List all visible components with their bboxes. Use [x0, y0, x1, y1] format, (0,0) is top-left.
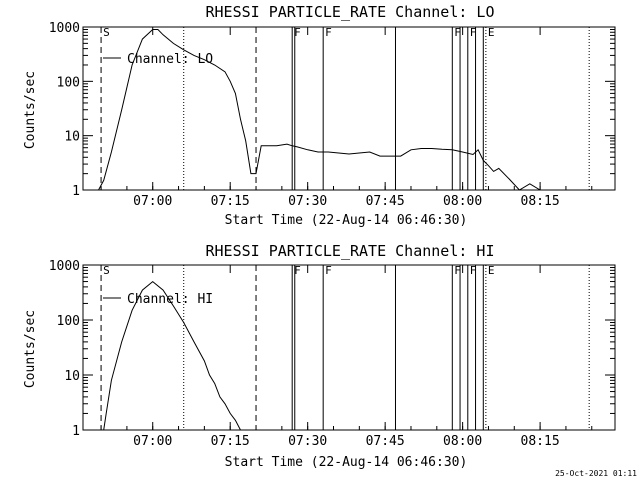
- y-tick-label: 1: [72, 424, 80, 439]
- x-tick-label: 07:15: [211, 434, 250, 449]
- flag-label: F: [325, 264, 332, 277]
- chart-title: RHESSI PARTICLE_RATE Channel: HI: [206, 242, 495, 260]
- vertical-lines: [100, 265, 590, 430]
- x-tick-label: 07:00: [133, 194, 172, 209]
- flag-label: F: [470, 264, 477, 277]
- panel-hi: RHESSI PARTICLE_RATE Channel: HI Counts/…: [23, 242, 616, 470]
- plot-frame: [82, 264, 616, 431]
- y-tick-label: 1000: [49, 259, 80, 274]
- x-axis-label: Start Time (22-Aug-14 06:46:30): [225, 213, 468, 228]
- y-tick-label: 100: [57, 75, 80, 90]
- x-tick-label: 08:15: [521, 434, 560, 449]
- x-tick-label: 07:30: [288, 194, 327, 209]
- chart-title: RHESSI PARTICLE_RATE Channel: LO: [206, 3, 495, 21]
- flag-label: S: [103, 26, 110, 39]
- x-tick-label: 07:30: [288, 434, 327, 449]
- flag-label: F: [454, 26, 461, 39]
- series-line: [103, 280, 241, 431]
- flag-label: F: [470, 26, 477, 39]
- y-axis-label: Counts/sec: [23, 310, 38, 388]
- plot-frame: [82, 26, 616, 191]
- legend-label: Channel: LO: [127, 52, 213, 67]
- x-tick-label: 07:00: [133, 434, 172, 449]
- y-tick-label: 1: [72, 184, 80, 199]
- vertical-lines: [100, 27, 590, 190]
- x-tick-label: 07:45: [366, 194, 405, 209]
- y-tick-label: 1000: [49, 21, 80, 36]
- axis-ticks: 07:00 07:15 07:30 07:45 08:00 08:15 1 10 100 1000: [49, 259, 615, 449]
- flag-label: E: [488, 26, 495, 39]
- flag-label: F: [294, 26, 301, 39]
- x-axis-label: Start Time (22-Aug-14 06:46:30): [225, 455, 468, 470]
- series-line: [98, 29, 551, 191]
- flag-label: E: [488, 264, 495, 277]
- series-group: [98, 29, 551, 191]
- flag-label: S: [103, 264, 110, 277]
- y-tick-label: 10: [64, 369, 80, 384]
- x-tick-label: 07:15: [211, 194, 250, 209]
- flag-label: F: [325, 26, 332, 39]
- x-tick-label: 08:15: [521, 194, 560, 209]
- y-axis-label: Counts/sec: [23, 71, 38, 149]
- flag-label: F: [294, 264, 301, 277]
- axis-ticks: 07:00 07:15 07:30 07:45 08:00 08:15 1 10 100 1000: [49, 21, 615, 209]
- x-tick-label: 08:00: [443, 434, 482, 449]
- legend-label: Channel: HI: [127, 292, 213, 307]
- y-tick-label: 100: [57, 314, 80, 329]
- panel-lo: RHESSI PARTICLE_RATE Channel: LO Counts/…: [23, 3, 616, 228]
- series-group: [103, 280, 241, 431]
- y-tick-label: 10: [64, 130, 80, 145]
- x-tick-label: 08:00: [443, 194, 482, 209]
- timestamp: 25-Oct-2021 01:11: [555, 469, 637, 478]
- x-tick-label: 07:45: [366, 434, 405, 449]
- flag-label: F: [454, 264, 461, 277]
